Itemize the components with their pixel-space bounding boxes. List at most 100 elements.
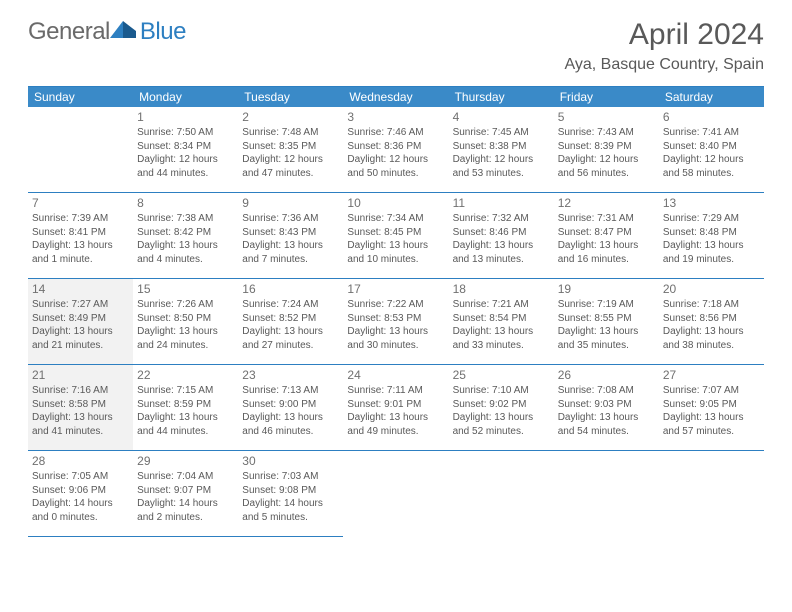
- day-cell: 14Sunrise: 7:27 AMSunset: 8:49 PMDayligh…: [28, 279, 133, 365]
- day-number: 19: [558, 281, 655, 297]
- day-number: 7: [32, 195, 129, 211]
- sunset-line: Sunset: 9:03 PM: [558, 398, 655, 412]
- sunset-line: Sunset: 8:49 PM: [32, 312, 129, 326]
- day-cell: 13Sunrise: 7:29 AMSunset: 8:48 PMDayligh…: [659, 193, 764, 279]
- daylight-line: Daylight: 13 hours and 54 minutes.: [558, 411, 655, 438]
- day-number: 28: [32, 453, 129, 469]
- day-cell: 22Sunrise: 7:15 AMSunset: 8:59 PMDayligh…: [133, 365, 238, 451]
- sunrise-line: Sunrise: 7:29 AM: [663, 212, 760, 226]
- daylight-line: Daylight: 13 hours and 33 minutes.: [453, 325, 550, 352]
- day-number: 20: [663, 281, 760, 297]
- day-number: 1: [137, 109, 234, 125]
- weekday-header: Monday: [133, 87, 238, 107]
- daylight-line: Daylight: 13 hours and 30 minutes.: [347, 325, 444, 352]
- day-number: 23: [242, 367, 339, 383]
- daylight-line: Daylight: 13 hours and 44 minutes.: [137, 411, 234, 438]
- sunrise-line: Sunrise: 7:38 AM: [137, 212, 234, 226]
- daylight-line: Daylight: 13 hours and 7 minutes.: [242, 239, 339, 266]
- weekday-header: Saturday: [659, 87, 764, 107]
- sunrise-line: Sunrise: 7:27 AM: [32, 298, 129, 312]
- sunrise-line: Sunrise: 7:50 AM: [137, 126, 234, 140]
- day-cell: 12Sunrise: 7:31 AMSunset: 8:47 PMDayligh…: [554, 193, 659, 279]
- day-number: 18: [453, 281, 550, 297]
- day-cell: [343, 451, 448, 537]
- sunrise-line: Sunrise: 7:15 AM: [137, 384, 234, 398]
- day-cell: [449, 451, 554, 537]
- day-number: 26: [558, 367, 655, 383]
- day-cell: 8Sunrise: 7:38 AMSunset: 8:42 PMDaylight…: [133, 193, 238, 279]
- day-cell: 3Sunrise: 7:46 AMSunset: 8:36 PMDaylight…: [343, 107, 448, 193]
- day-number: 6: [663, 109, 760, 125]
- day-number: 5: [558, 109, 655, 125]
- daylight-line: Daylight: 13 hours and 49 minutes.: [347, 411, 444, 438]
- daylight-line: Daylight: 12 hours and 58 minutes.: [663, 153, 760, 180]
- day-number: 24: [347, 367, 444, 383]
- sunset-line: Sunset: 8:50 PM: [137, 312, 234, 326]
- sunset-line: Sunset: 8:38 PM: [453, 140, 550, 154]
- day-cell: 11Sunrise: 7:32 AMSunset: 8:46 PMDayligh…: [449, 193, 554, 279]
- daylight-line: Daylight: 13 hours and 10 minutes.: [347, 239, 444, 266]
- day-number: 27: [663, 367, 760, 383]
- header: General Blue April 2024 Aya, Basque Coun…: [0, 0, 792, 80]
- weekday-header: Tuesday: [238, 87, 343, 107]
- daylight-line: Daylight: 13 hours and 46 minutes.: [242, 411, 339, 438]
- daylight-line: Daylight: 12 hours and 50 minutes.: [347, 153, 444, 180]
- sunset-line: Sunset: 8:53 PM: [347, 312, 444, 326]
- daylight-line: Daylight: 13 hours and 13 minutes.: [453, 239, 550, 266]
- sunrise-line: Sunrise: 7:04 AM: [137, 470, 234, 484]
- day-cell: 25Sunrise: 7:10 AMSunset: 9:02 PMDayligh…: [449, 365, 554, 451]
- sunrise-line: Sunrise: 7:03 AM: [242, 470, 339, 484]
- daylight-line: Daylight: 14 hours and 0 minutes.: [32, 497, 129, 524]
- sunset-line: Sunset: 8:52 PM: [242, 312, 339, 326]
- daylight-line: Daylight: 13 hours and 41 minutes.: [32, 411, 129, 438]
- day-cell: 21Sunrise: 7:16 AMSunset: 8:58 PMDayligh…: [28, 365, 133, 451]
- day-number: 8: [137, 195, 234, 211]
- sunset-line: Sunset: 9:01 PM: [347, 398, 444, 412]
- sunrise-line: Sunrise: 7:18 AM: [663, 298, 760, 312]
- day-number: 9: [242, 195, 339, 211]
- sunrise-line: Sunrise: 7:43 AM: [558, 126, 655, 140]
- day-number: 30: [242, 453, 339, 469]
- sunrise-line: Sunrise: 7:19 AM: [558, 298, 655, 312]
- sunrise-line: Sunrise: 7:11 AM: [347, 384, 444, 398]
- day-cell: [554, 451, 659, 537]
- sunrise-line: Sunrise: 7:24 AM: [242, 298, 339, 312]
- sunrise-line: Sunrise: 7:39 AM: [32, 212, 129, 226]
- daylight-line: Daylight: 13 hours and 35 minutes.: [558, 325, 655, 352]
- day-number: 16: [242, 281, 339, 297]
- sunset-line: Sunset: 8:48 PM: [663, 226, 760, 240]
- sunset-line: Sunset: 8:54 PM: [453, 312, 550, 326]
- day-number: 10: [347, 195, 444, 211]
- sunset-line: Sunset: 8:46 PM: [453, 226, 550, 240]
- logo-mark-icon: [110, 18, 136, 38]
- day-number: 15: [137, 281, 234, 297]
- sunrise-line: Sunrise: 7:13 AM: [242, 384, 339, 398]
- day-number: 22: [137, 367, 234, 383]
- day-cell: 20Sunrise: 7:18 AMSunset: 8:56 PMDayligh…: [659, 279, 764, 365]
- day-cell: 30Sunrise: 7:03 AMSunset: 9:08 PMDayligh…: [238, 451, 343, 537]
- day-cell: 29Sunrise: 7:04 AMSunset: 9:07 PMDayligh…: [133, 451, 238, 537]
- day-cell: 18Sunrise: 7:21 AMSunset: 8:54 PMDayligh…: [449, 279, 554, 365]
- daylight-line: Daylight: 13 hours and 1 minute.: [32, 239, 129, 266]
- day-cell: 10Sunrise: 7:34 AMSunset: 8:45 PMDayligh…: [343, 193, 448, 279]
- day-cell: 17Sunrise: 7:22 AMSunset: 8:53 PMDayligh…: [343, 279, 448, 365]
- weekday-header: Friday: [554, 87, 659, 107]
- daylight-line: Daylight: 13 hours and 21 minutes.: [32, 325, 129, 352]
- sunset-line: Sunset: 8:41 PM: [32, 226, 129, 240]
- sunset-line: Sunset: 9:07 PM: [137, 484, 234, 498]
- weekday-row: SundayMondayTuesdayWednesdayThursdayFrid…: [28, 87, 764, 107]
- sunset-line: Sunset: 8:45 PM: [347, 226, 444, 240]
- sunset-line: Sunset: 8:47 PM: [558, 226, 655, 240]
- day-number: 25: [453, 367, 550, 383]
- weekday-header: Sunday: [28, 87, 133, 107]
- daylight-line: Daylight: 13 hours and 38 minutes.: [663, 325, 760, 352]
- sunrise-line: Sunrise: 7:26 AM: [137, 298, 234, 312]
- logo: General Blue: [28, 18, 186, 46]
- sunset-line: Sunset: 8:43 PM: [242, 226, 339, 240]
- sunrise-line: Sunrise: 7:08 AM: [558, 384, 655, 398]
- day-number: 4: [453, 109, 550, 125]
- sunrise-line: Sunrise: 7:10 AM: [453, 384, 550, 398]
- sunset-line: Sunset: 8:59 PM: [137, 398, 234, 412]
- sunset-line: Sunset: 8:34 PM: [137, 140, 234, 154]
- title-block: April 2024 Aya, Basque Country, Spain: [564, 18, 764, 74]
